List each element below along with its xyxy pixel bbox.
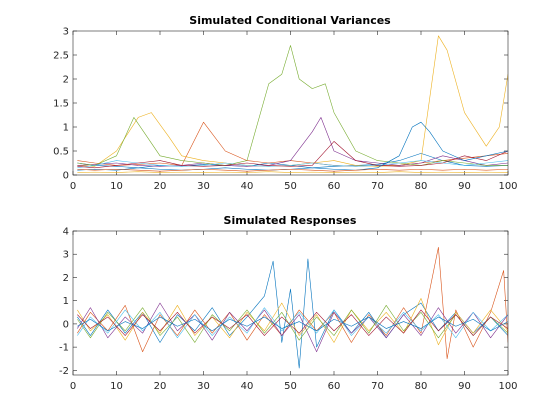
variances-x-tick-label: 40 (241, 181, 254, 192)
responses-y-tick-label: 4 (63, 227, 69, 238)
variances-y-tick-label: 2 (63, 75, 69, 86)
responses-y-tick-label: 2 (63, 273, 69, 284)
variances-y-tick-label: 1.5 (53, 99, 69, 110)
responses-x-tick-label: 20 (154, 381, 167, 392)
responses-x-tick-label: 50 (284, 381, 297, 392)
responses-x-tick-label: 90 (458, 381, 471, 392)
responses-series-line (77, 246, 508, 360)
responses-x-tick-label: 0 (70, 381, 76, 392)
responses-title: Simulated Responses (224, 214, 357, 227)
variances-y-tick-label: 1 (63, 123, 69, 134)
variances-x-tick-label: 100 (498, 181, 517, 192)
responses-y-tick-label: -2 (59, 366, 69, 377)
responses-series-line (77, 298, 508, 346)
variances-series-line (77, 45, 508, 166)
variances-x-tick-label: 80 (415, 181, 428, 192)
responses-x-tick-label: 30 (197, 381, 210, 392)
variances-x-tick-label: 30 (197, 181, 210, 192)
variances-x-tick-label: 20 (154, 181, 167, 192)
responses-x-tick-label: 60 (328, 381, 341, 392)
variances-x-tick-label: 60 (328, 181, 341, 192)
responses-series-line (77, 258, 508, 369)
variances-x-tick-label: 10 (110, 181, 123, 192)
variances-series-line (77, 121, 508, 171)
variances-x-tick-label: 70 (371, 181, 384, 192)
conditional-variances-panel: Simulated Conditional Variances 0 10 20 30 4… (53, 14, 517, 192)
variances-series-line (77, 168, 508, 172)
responses-x-tick-label: 40 (241, 381, 254, 392)
responses-x-tick-label: 80 (415, 381, 428, 392)
variances-y-tick-label: 3 (63, 27, 69, 38)
variances-series-line (77, 160, 508, 169)
responses-x-tick-label: 10 (110, 381, 123, 392)
responses-x-tick-label: 100 (498, 381, 517, 392)
responses-series-line (77, 307, 508, 339)
responses-axes-box (72, 230, 509, 376)
responses-panel: Simulated Responses 0 10 20 30 40 50 60 70 80 90 1… (59, 214, 518, 392)
responses-series-line (77, 316, 508, 332)
responses-y-tick-label: 1 (63, 296, 69, 307)
variances-y-tick-label: 2.5 (53, 51, 69, 62)
conditional-variances-axes-box (72, 30, 509, 176)
responses-y-tick-label: 3 (63, 250, 69, 261)
responses-y-tick-label: 0 (63, 319, 69, 330)
variances-series-line (77, 117, 508, 167)
variances-y-tick-label: 0.5 (53, 147, 69, 158)
responses-series-line (77, 305, 508, 343)
variances-y-tick-label: 0 (63, 171, 69, 182)
variances-series-line (77, 171, 508, 173)
variances-x-tick-label: 90 (458, 181, 471, 192)
conditional-variances-title: Simulated Conditional Variances (189, 14, 391, 27)
variances-x-tick-label: 50 (284, 181, 297, 192)
variances-x-tick-label: 0 (70, 181, 76, 192)
variances-series-line (77, 35, 508, 167)
variances-series-line (77, 141, 508, 169)
responses-x-tick-label: 70 (371, 381, 384, 392)
responses-y-tick-label: -1 (59, 343, 69, 354)
